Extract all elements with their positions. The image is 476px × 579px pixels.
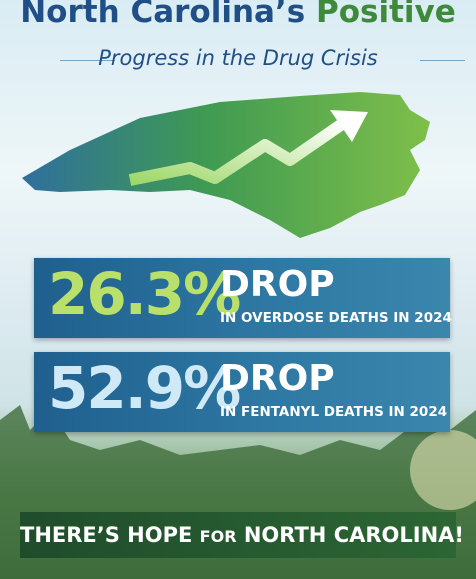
stat-headline: DROP — [220, 358, 335, 399]
stat-headline: DROP — [220, 264, 335, 305]
stat-value: 52.9% — [48, 354, 241, 422]
stat-detail: IN OVERDOSE DEATHS IN 2024 — [220, 310, 452, 326]
footer-part: NORTH CAROLINA! — [243, 523, 464, 547]
title-part: North Carolina’s — [20, 0, 306, 30]
rule — [60, 60, 115, 61]
title-part: Positive — [315, 0, 456, 30]
subtitle: Progress in the Drug Crisis — [98, 46, 378, 70]
rule — [420, 60, 465, 61]
title: North Carolina’s Positive — [0, 0, 476, 30]
sun-glow — [410, 430, 476, 510]
stat-box: 26.3% DROP IN OVERDOSE DEATHS IN 2024 — [34, 258, 452, 338]
footer-banner: THERE’S HOPE FOR NORTH CAROLINA! — [20, 512, 464, 558]
arrow-head — [330, 110, 368, 142]
stat-value: 26.3% — [48, 260, 241, 328]
stat-detail: IN FENTANYL DEATHS IN 2024 — [220, 404, 448, 420]
trend-arrow — [128, 117, 349, 186]
footer-part: FOR — [199, 527, 237, 546]
stat-box: 52.9% DROP IN FENTANYL DEATHS IN 2024 — [34, 352, 450, 432]
footer-part: THERE’S HOPE — [20, 523, 193, 547]
